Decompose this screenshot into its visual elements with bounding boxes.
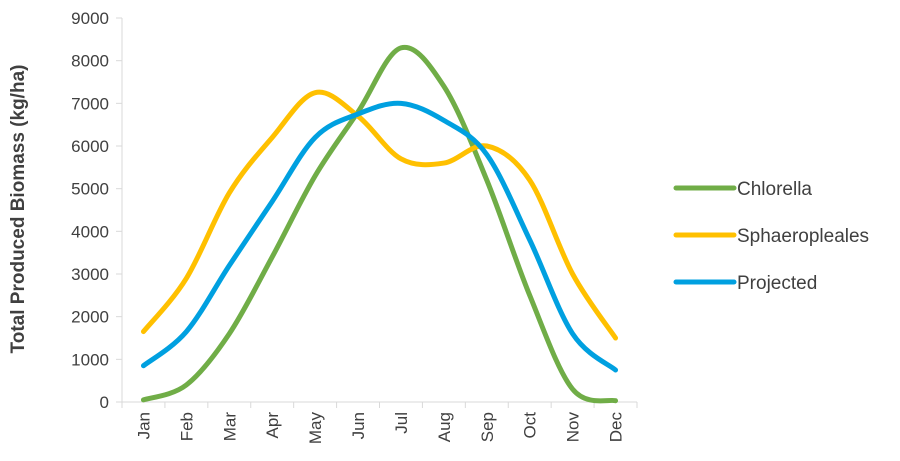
- series-lines: [140, 44, 619, 404]
- axes: [116, 17, 638, 408]
- x-tick-label: Sep: [478, 412, 497, 442]
- y-tick-label: 0: [100, 393, 109, 412]
- legend-label-projected: Projected: [737, 273, 817, 294]
- x-tick-label: Mar: [220, 412, 239, 442]
- legend-label-sphaeropleales: Sphaeropleales: [737, 226, 869, 247]
- series-line-chlorella: [140, 44, 619, 404]
- y-tick-label: 7000: [71, 94, 109, 113]
- x-tick-label: May: [306, 412, 325, 445]
- x-tick-label: Oct: [521, 412, 540, 439]
- series-line-projected: [140, 100, 619, 373]
- y-axis-tick-labels: 0 1000 2000 3000 4000 5000 6000 7000 8000 9000: [71, 9, 109, 412]
- x-tick-label: Dec: [607, 412, 626, 443]
- y-tick-label: 6000: [71, 137, 109, 156]
- x-tick-label: Jun: [349, 412, 368, 439]
- legend: Chlorella Sphaeropleales Projected: [673, 179, 869, 294]
- y-tick-label: 9000: [71, 9, 109, 28]
- x-tick-label: Jan: [134, 412, 153, 439]
- x-tick-label: Apr: [263, 412, 282, 439]
- y-tick-label: 5000: [71, 180, 109, 199]
- x-tick-label: Nov: [564, 412, 583, 443]
- series-line-sphaeropleales: [140, 89, 619, 341]
- x-tick-label: Feb: [177, 412, 196, 441]
- y-tick-label: 1000: [71, 350, 109, 369]
- legend-label-chlorella: Chlorella: [737, 179, 812, 200]
- y-tick-label: 3000: [71, 265, 109, 284]
- y-tick-label: 2000: [71, 308, 109, 327]
- y-tick-label: 4000: [71, 222, 109, 241]
- x-axis-tick-labels: Jan Feb Mar Apr May Jun Jul Aug Sep Oct Nov Dec: [134, 412, 625, 445]
- y-tick-label: 8000: [71, 52, 109, 71]
- x-tick-label: Aug: [435, 412, 454, 442]
- y-axis-title: Total Produced Biomass (kg/ha): [8, 65, 29, 354]
- x-tick-label: Jul: [392, 412, 411, 434]
